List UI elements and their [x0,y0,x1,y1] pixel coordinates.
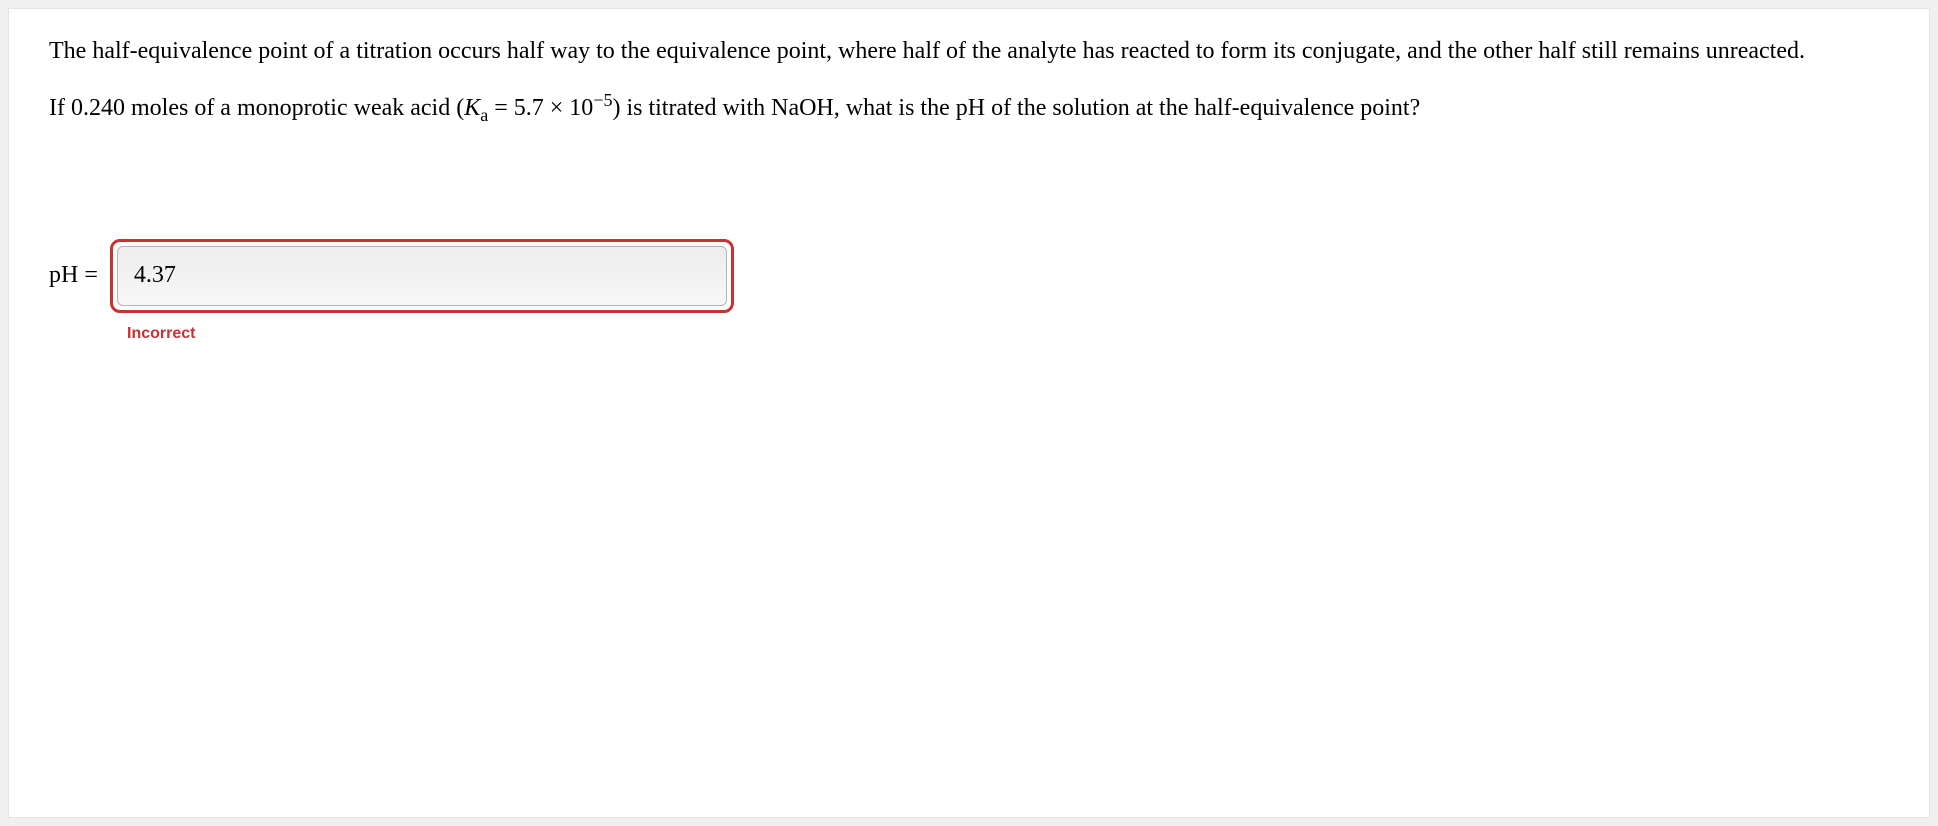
answer-input-error-frame [110,239,734,313]
ph-answer-input[interactable] [117,246,727,306]
q2-prefix: If 0.240 moles of a monoprotic weak acid… [49,95,464,121]
question-paragraph-1: The half-equivalence point of a titratio… [49,33,1889,69]
question-text-block: The half-equivalence point of a titratio… [49,33,1889,129]
feedback-incorrect: Incorrect [127,325,1889,343]
exponent: −5 [593,90,612,110]
answer-row: pH = [49,239,1889,313]
q2-suffix: ) is titrated with NaOH, what is the pH … [612,95,1420,121]
question-container: The half-equivalence point of a titratio… [8,8,1930,818]
ka-symbol: K [464,95,480,121]
question-paragraph-2: If 0.240 moles of a monoprotic weak acid… [49,87,1889,129]
q2-eq: = 5.7 × 10 [488,95,593,121]
answer-label: pH = [49,262,98,289]
